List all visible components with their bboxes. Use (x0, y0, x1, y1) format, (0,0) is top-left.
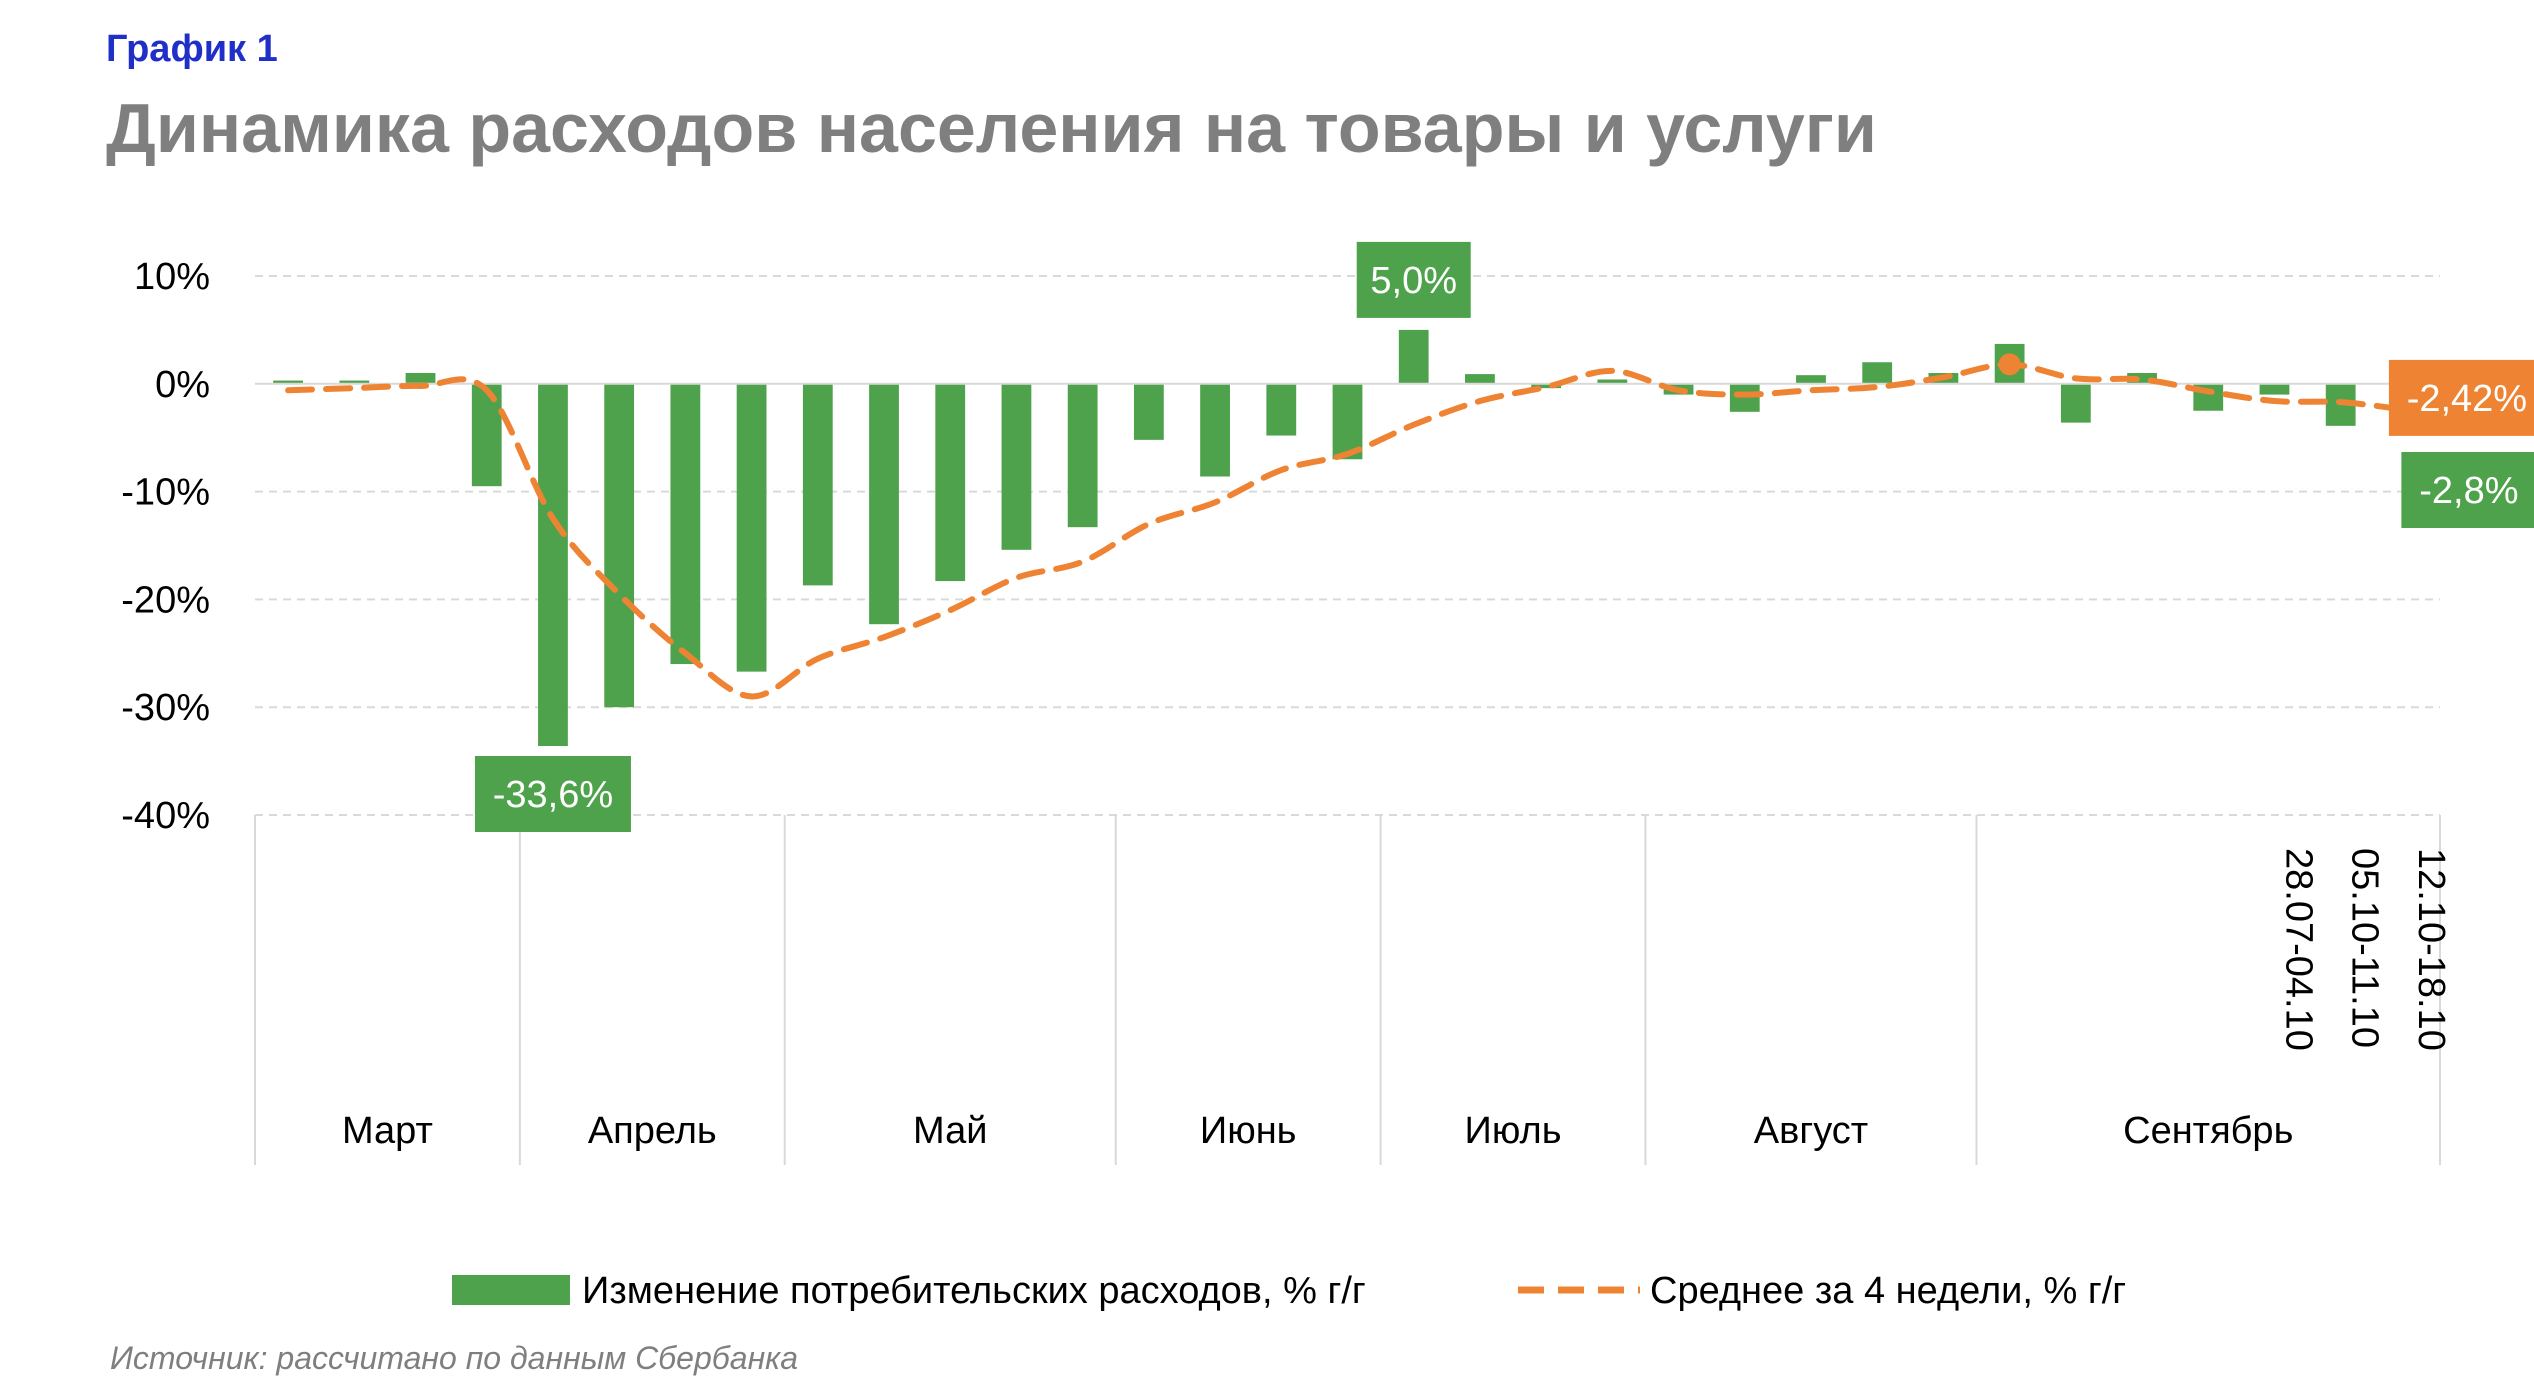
x-month-label: Март (342, 1110, 433, 1152)
x-month-label: Июль (1465, 1110, 1562, 1152)
data-label: -2,8% (2419, 470, 2518, 512)
y-tick-label: -30% (121, 687, 210, 729)
bar (538, 383, 568, 747)
x-month-label: Май (913, 1110, 987, 1152)
bar (405, 373, 436, 384)
bar (736, 383, 767, 672)
bar (1862, 362, 1893, 384)
bar (1266, 383, 1297, 436)
data-label: 5,0% (1370, 260, 1457, 302)
x-month-label: Август (1754, 1110, 1868, 1152)
bar (935, 383, 966, 582)
chart-title: Динамика расходов населения на товары и … (106, 89, 1877, 167)
chart-kicker: График 1 (106, 28, 278, 70)
y-tick-label: 10% (134, 256, 210, 298)
bar (1531, 383, 1562, 389)
x-month-label: Апрель (588, 1110, 717, 1152)
x-month-label: Июнь (1200, 1110, 1297, 1152)
bar (1067, 383, 1098, 528)
x-week-label: 28.07-04.10 (2277, 848, 2319, 1051)
legend-label-bars: Изменение потребительских расходов, % г/… (582, 1270, 1366, 1312)
legend-swatch-bars (452, 1275, 570, 1305)
bar (670, 383, 701, 665)
bar (471, 383, 502, 487)
data-label-box (474, 756, 631, 833)
data-label: -33,6% (493, 774, 613, 816)
legend-label-line: Среднее за 4 недели, % г/г (1650, 1270, 2126, 1312)
data-label-box (2401, 451, 2534, 528)
bar (604, 383, 635, 708)
y-tick-label: -20% (121, 579, 210, 621)
bar (1597, 379, 1628, 384)
bar (1332, 383, 1363, 460)
y-tick-label: -10% (121, 472, 210, 514)
line-series (285, 361, 2410, 700)
x-week-label: 05.10-11.10 (2344, 848, 2386, 1048)
bar (339, 380, 370, 384)
bar (1729, 383, 1760, 412)
source-note: Источник: рассчитано по данным Сбербанка (110, 1340, 799, 1376)
bar (1001, 383, 1032, 550)
y-tick-label: 0% (155, 364, 210, 406)
bar (1133, 383, 1164, 440)
y-tick-label: -40% (121, 795, 210, 837)
data-label: -2,42% (2407, 378, 2527, 420)
bar (2259, 383, 2290, 395)
bar (273, 380, 304, 384)
data-label-box (2388, 359, 2534, 436)
bar (2060, 383, 2091, 423)
bar (1200, 383, 1230, 477)
bar (1398, 329, 1429, 384)
bar (1465, 374, 1495, 384)
bar (1796, 375, 1826, 384)
x-week-label: 12.10-18.10 (2410, 848, 2452, 1051)
x-month-label: Сентябрь (2123, 1110, 2293, 1152)
bar (2127, 373, 2157, 384)
line-point (1998, 353, 2021, 376)
bar (869, 383, 899, 625)
data-label-box (1356, 241, 1471, 318)
bar (802, 383, 833, 586)
